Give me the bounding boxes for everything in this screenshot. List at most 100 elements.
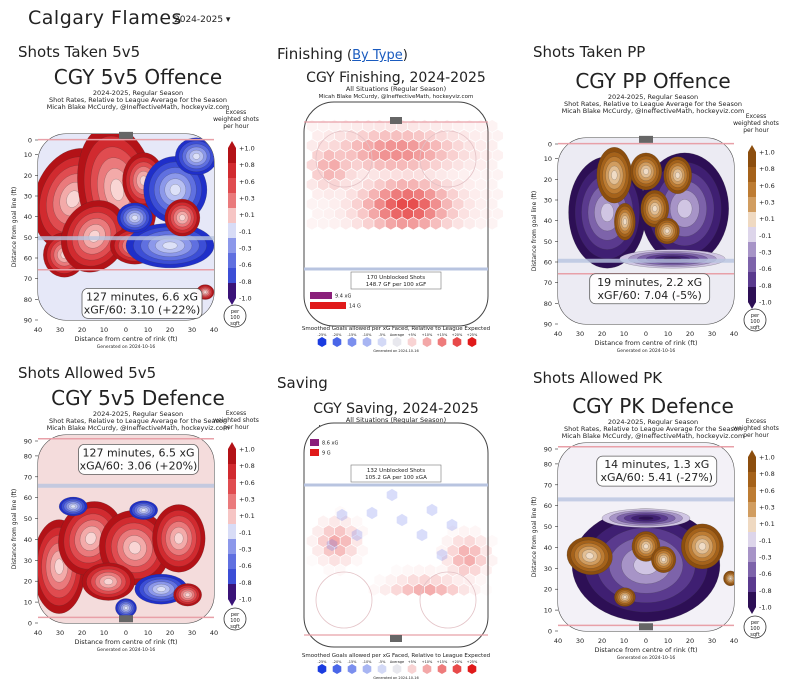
svg-text:14 G: 14 G [349,304,361,310]
svg-text:127 minutes, 6.6 xG: 127 minutes, 6.6 xG [86,290,198,303]
svg-text:Generated on 2024-10-16: Generated on 2024-10-16 [617,655,676,661]
svg-text:10: 10 [664,637,672,645]
svg-text:2024-2025, Regular Season: 2024-2025, Regular Season [608,93,698,101]
svg-text:10: 10 [544,155,552,163]
svg-text:-0.3: -0.3 [239,245,252,253]
svg-text:40: 40 [34,326,42,334]
by-type-link[interactable]: By Type [352,48,403,63]
svg-text:+15%: +15% [437,333,448,337]
svg-text:per: per [751,313,760,319]
svg-text:xGF/60: 7.04 (-5%): xGF/60: 7.04 (-5%) [598,289,702,302]
svg-text:+0.6: +0.6 [239,178,255,186]
svg-text:+0.3: +0.3 [239,195,255,203]
svg-text:xGA/60: 3.06 (+20%): xGA/60: 3.06 (+20%) [80,459,198,472]
svg-text:per hour: per hour [223,123,249,130]
svg-text:sqft: sqft [750,325,759,331]
svg-text:30: 30 [24,557,32,565]
svg-text:40: 40 [554,330,562,338]
section-shots-taken-5v5: Shots Taken 5v5 [18,43,141,61]
svg-text:127 minutes, 6.5 xG: 127 minutes, 6.5 xG [82,446,194,459]
svg-text:20: 20 [24,578,32,586]
svg-text:0: 0 [644,637,648,645]
svg-text:+0.8: +0.8 [759,165,775,173]
svg-text:sqft: sqft [230,624,239,630]
svg-text:100: 100 [750,319,760,325]
svg-text:-0.1: -0.1 [239,228,252,236]
svg-text:Generated on 2024-10-16: Generated on 2024-10-16 [97,647,156,653]
svg-text:60: 60 [544,502,552,510]
svg-text:-5%: -5% [379,333,386,337]
svg-text:70: 70 [24,473,32,481]
svg-text:-0.8: -0.8 [239,278,252,286]
svg-text:0: 0 [644,330,648,338]
svg-text:Generated on 2024-10-16: Generated on 2024-10-16 [373,349,419,353]
svg-text:+1.0: +1.0 [759,149,775,157]
info-box [350,464,442,483]
svg-text:Micah Blake McCurdy, @Ineffect: Micah Blake McCurdy, @IneffectiveMath, h… [562,107,745,115]
svg-text:100: 100 [230,315,240,321]
finishing-label: Finishing [277,45,343,63]
stat-box [78,444,199,475]
svg-text:per hour: per hour [743,432,769,439]
svg-text:90: 90 [544,321,552,329]
svg-text:14 minutes, 1.3 xG: 14 minutes, 1.3 xG [604,458,709,471]
svg-text:Excess: Excess [746,418,766,425]
svg-text:10: 10 [620,330,628,338]
svg-text:30: 30 [56,326,64,334]
svg-text:+0.8: +0.8 [239,161,255,169]
svg-text:-15%: -15% [347,660,357,664]
svg-text:50: 50 [544,238,552,246]
svg-text:60: 60 [24,255,32,263]
svg-text:Distance from goal line (ft): Distance from goal line (ft) [531,191,538,272]
svg-text:90: 90 [544,446,552,454]
svg-text:+0.3: +0.3 [239,496,255,504]
svg-text:+0.1: +0.1 [759,215,775,223]
svg-text:50: 50 [24,515,32,523]
svg-text:weighted shots: weighted shots [733,120,779,127]
chart-title: CGY 5v5 Offence [54,65,223,89]
svg-text:40: 40 [554,637,562,645]
goal-net [119,615,133,623]
svg-text:Distance from centre of rink (: Distance from centre of rink (ft) [594,646,697,654]
svg-text:+25%: +25% [467,660,478,664]
svg-text:+1.0: +1.0 [239,145,255,153]
svg-text:+20%: +20% [452,333,463,337]
svg-text:+0.6: +0.6 [239,479,255,487]
section-shots-allowed-5v5: Shots Allowed 5v5 [18,364,157,382]
svg-text:+0.6: +0.6 [759,182,775,190]
info-box [350,271,442,290]
svg-text:40: 40 [544,217,552,225]
svg-text:weighted shots: weighted shots [213,417,259,424]
svg-text:-1.0: -1.0 [759,604,772,612]
svg-text:+25%: +25% [467,333,478,337]
svg-text:-1.0: -1.0 [759,299,772,307]
svg-text:148.7 GF per 100 xGF: 148.7 GF per 100 xGF [366,282,426,288]
svg-text:80: 80 [544,460,552,468]
svg-text:10: 10 [620,637,628,645]
season-select[interactable]: 2024-2025 ▾ [174,15,231,25]
svg-text:19 minutes, 2.2 xG: 19 minutes, 2.2 xG [597,276,702,289]
stat-box [81,287,203,319]
svg-text:10: 10 [24,151,32,159]
section-shots-allowed-pk: Shots Allowed PK [533,369,663,387]
svg-text:-0.3: -0.3 [759,554,772,562]
svg-text:70: 70 [24,275,32,283]
svg-text:30: 30 [576,330,584,338]
section-saving: Saving [277,374,328,392]
svg-text:10: 10 [544,607,552,615]
goal-net [639,135,653,143]
svg-text:-10%: -10% [362,333,372,337]
svg-text:40: 40 [24,213,32,221]
svg-text:Micah Blake McCurdy, @Ineffect: Micah Blake McCurdy, @IneffectiveMath, h… [47,424,230,432]
svg-text:80: 80 [24,296,32,304]
svg-text:-0.1: -0.1 [239,529,252,537]
svg-text:All Situations (Regular Season: All Situations (Regular Season) [346,85,446,93]
svg-text:30: 30 [576,637,584,645]
svg-text:-0.8: -0.8 [759,587,772,595]
svg-text:-25%: -25% [317,660,327,664]
svg-text:-10%: -10% [362,660,372,664]
svg-text:20: 20 [166,629,174,637]
svg-text:50: 50 [24,234,32,242]
svg-text:per: per [231,612,240,618]
svg-text:30: 30 [708,637,716,645]
